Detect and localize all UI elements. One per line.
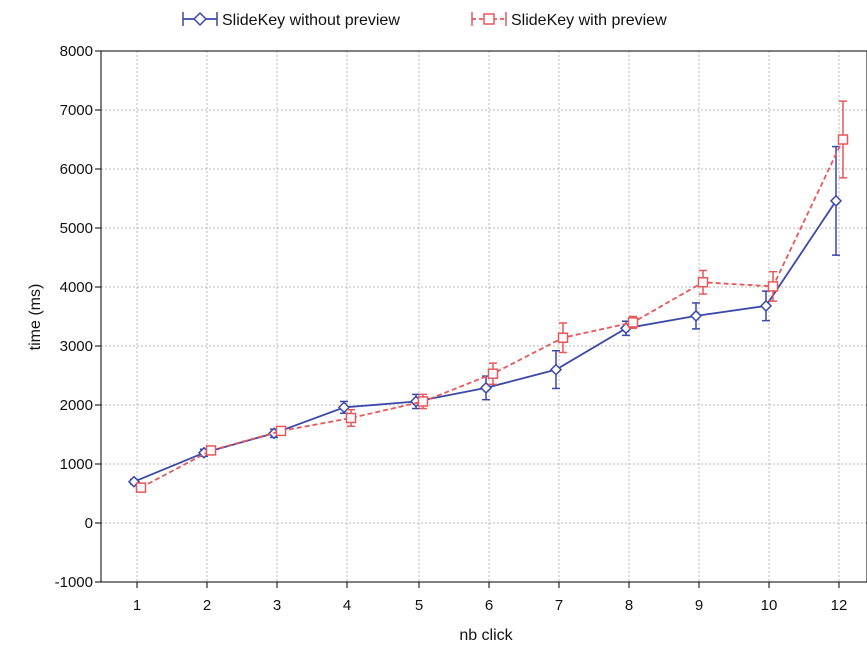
y-tick-label: 8000 [60, 43, 93, 60]
data-point-square [557, 332, 569, 343]
data-point-square [487, 368, 499, 379]
data-point-square [135, 482, 147, 493]
y-tick-label: 5000 [60, 220, 93, 237]
data-point-diamond [549, 363, 563, 376]
y-axis: -1000 0 1000 2000 3000 4000 5000 6000 7000 8000 [55, 43, 101, 591]
data-point-diamond [479, 381, 493, 394]
plot-frame [100, 50, 867, 583]
x-tick-label: 10 [761, 597, 778, 614]
data-point-square [205, 445, 217, 456]
series-with-preview [135, 100, 849, 493]
x-tick-label: 7 [555, 597, 563, 614]
x-tick-label: 8 [625, 597, 633, 614]
data-point-square [767, 281, 779, 292]
series-without-preview [127, 145, 843, 488]
x-tick-label: 2 [203, 597, 211, 614]
data-point-square [417, 396, 429, 407]
x-tick-label: 9 [695, 597, 703, 614]
y-tick-label: 0 [85, 515, 93, 532]
data-point-square [837, 134, 849, 145]
data-point-diamond [759, 299, 773, 312]
legend: SlideKey without preview SlideKey with p… [182, 11, 667, 29]
legend-square-marker [483, 13, 495, 25]
y-tick-label: 2000 [60, 397, 93, 414]
legend-label-without-preview: SlideKey without preview [222, 12, 400, 29]
x-tick-label: 3 [273, 597, 281, 614]
y-axis-title: time (ms) [27, 284, 44, 351]
legend-item-with-preview: SlideKey with preview [471, 12, 667, 29]
legend-diamond-marker [192, 11, 208, 27]
legend-item-without-preview: SlideKey without preview [182, 11, 400, 29]
x-axis: 1 2 3 4 5 6 7 8 9 10 12 [133, 582, 848, 614]
data-point-square [275, 425, 287, 437]
x-tick-label: 6 [485, 597, 493, 614]
y-tick-label: 7000 [60, 102, 93, 119]
legend-label-with-preview: SlideKey with preview [511, 12, 667, 29]
series-line [133, 200, 837, 483]
grid [101, 50, 867, 583]
data-point-square [627, 317, 639, 328]
y-tick-label: 1000 [60, 456, 93, 473]
x-tick-label: 4 [343, 597, 351, 614]
x-axis-title: nb click [459, 627, 513, 644]
data-point-diamond [689, 309, 703, 322]
x-tick-label: 1 [133, 597, 141, 614]
series-layer [127, 100, 849, 493]
x-tick-label: 12 [831, 597, 848, 614]
data-point-square [697, 277, 709, 288]
y-tick-label: 4000 [60, 279, 93, 296]
data-point-diamond [337, 401, 351, 414]
y-tick-label: 6000 [60, 161, 93, 178]
y-tick-label: -1000 [55, 574, 93, 591]
data-point-square [345, 412, 357, 424]
x-tick-label: 5 [415, 597, 423, 614]
series-line [140, 139, 844, 489]
data-point-diamond [829, 194, 843, 207]
y-tick-label: 3000 [60, 338, 93, 355]
